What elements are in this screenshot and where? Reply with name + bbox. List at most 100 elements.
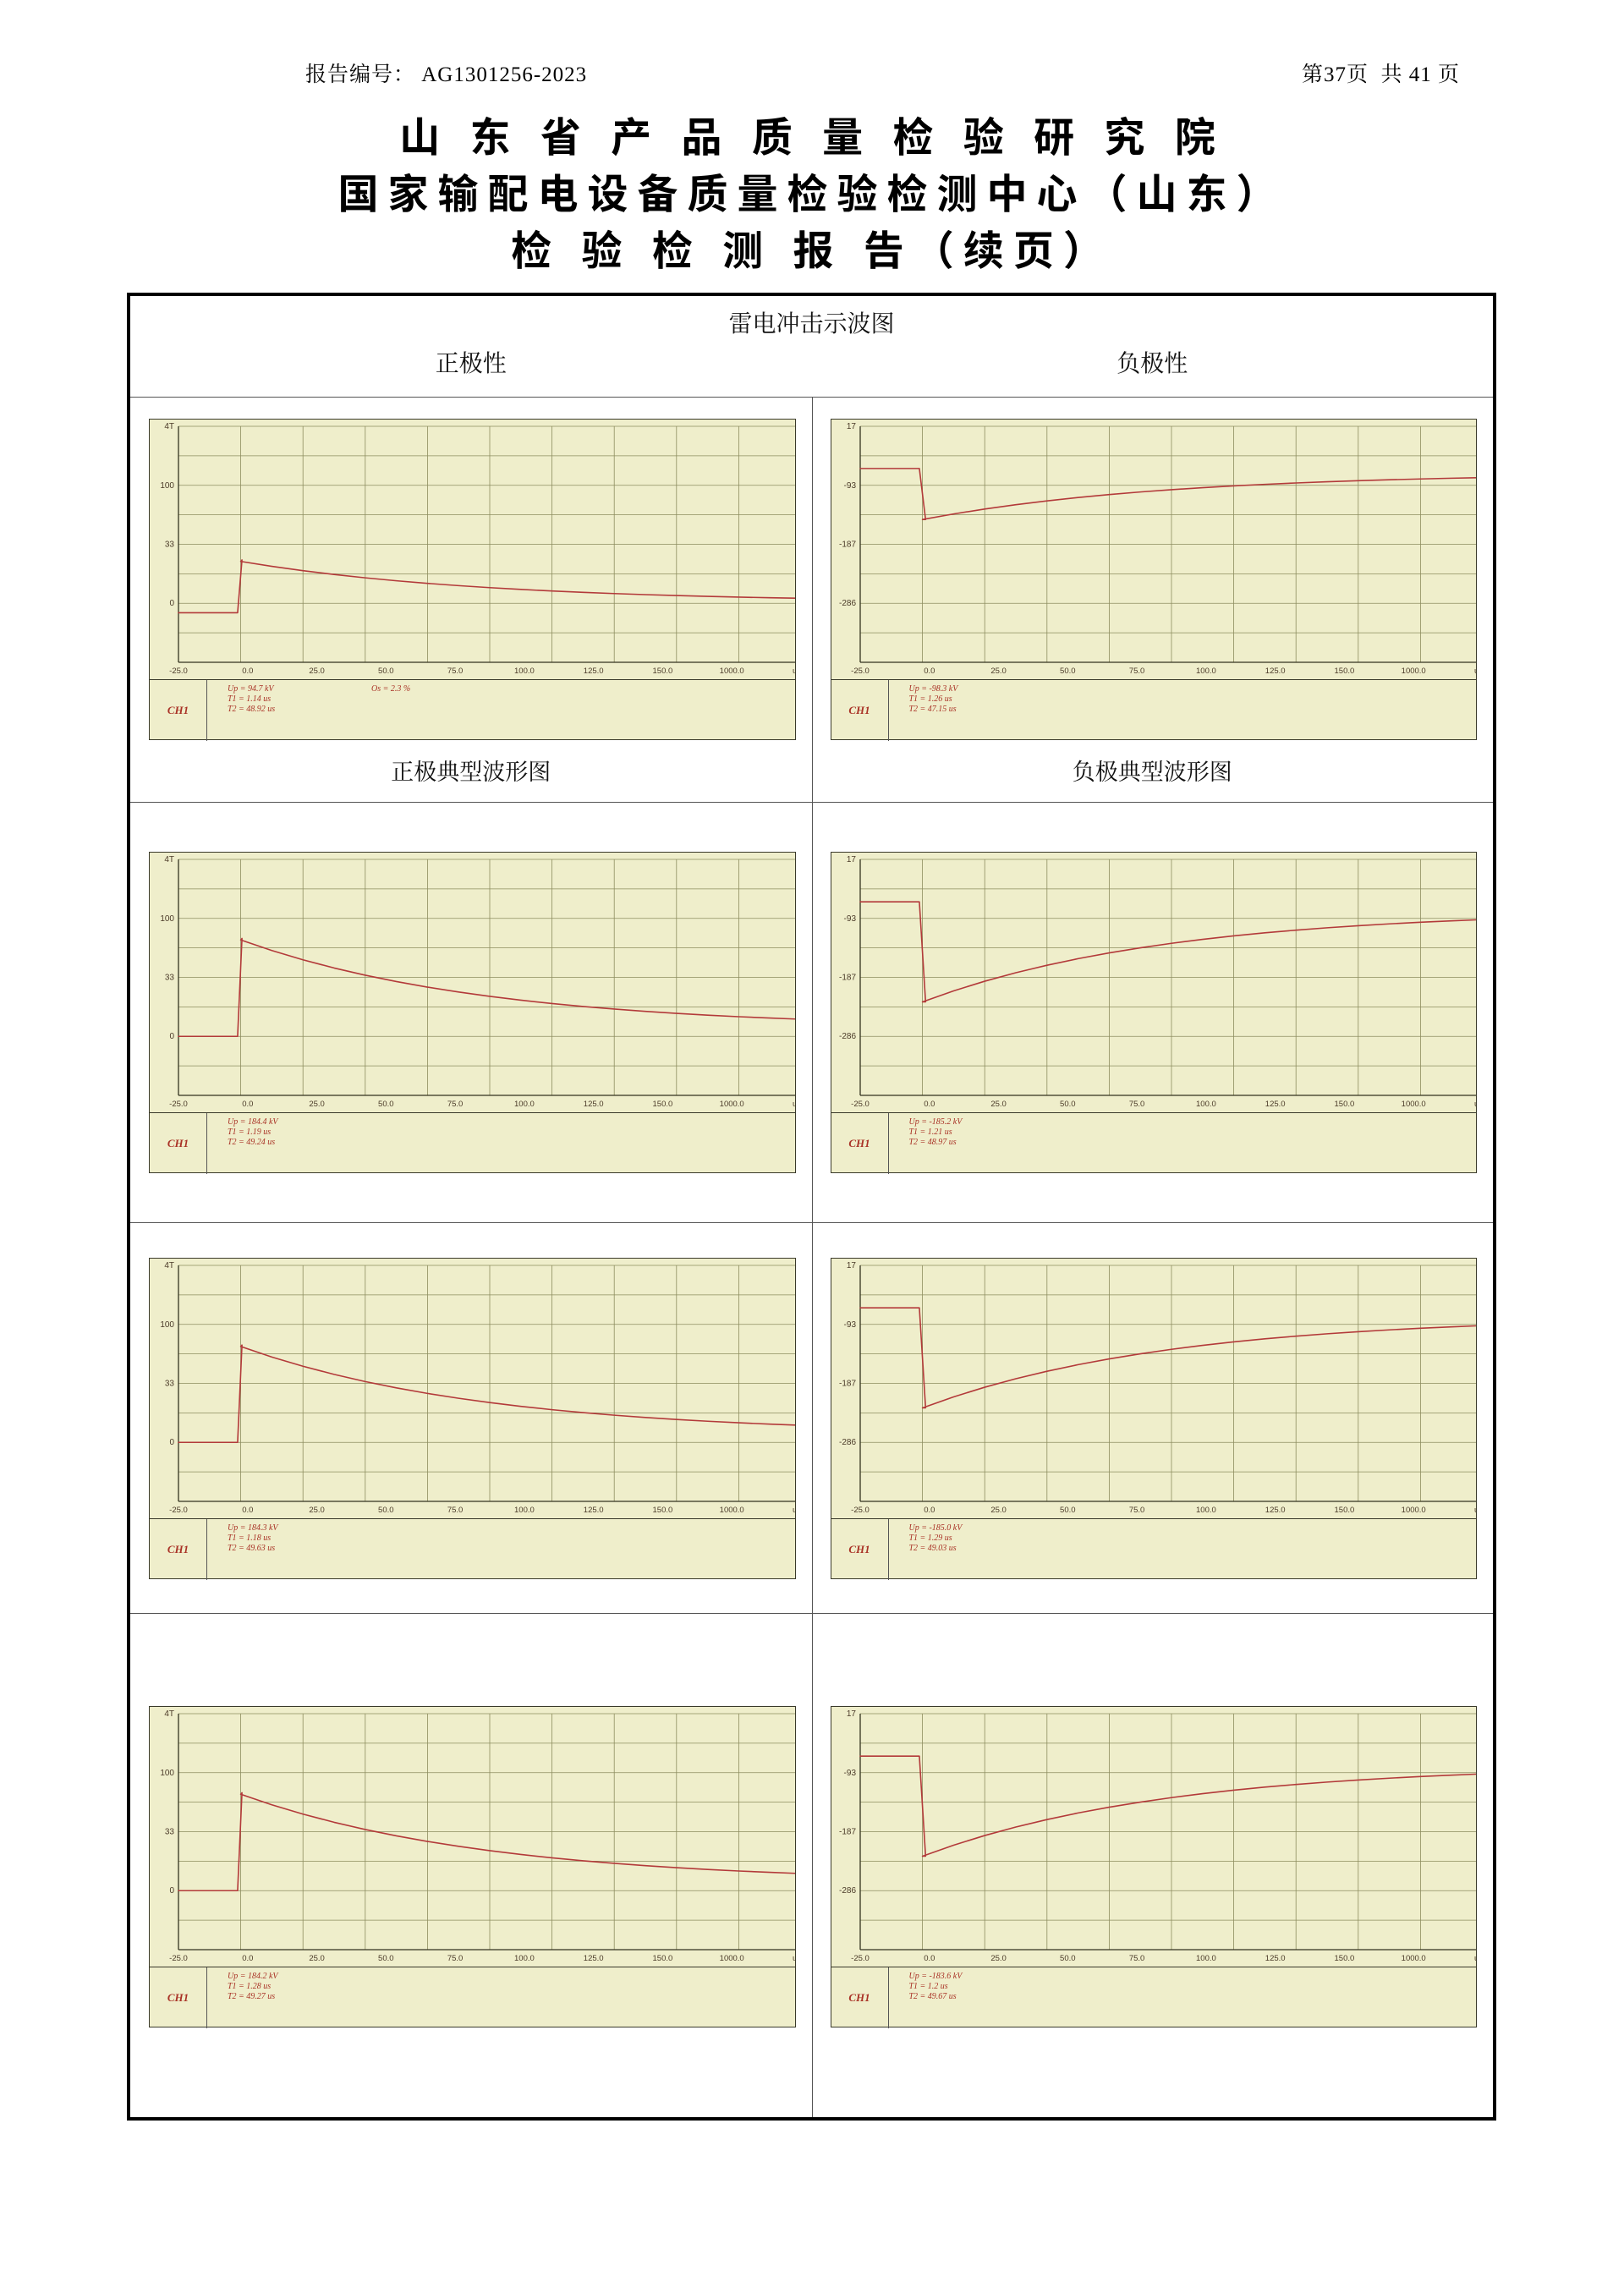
svg-text:50.0: 50.0 xyxy=(1060,667,1076,676)
svg-text:125.0: 125.0 xyxy=(584,1506,604,1515)
svg-text:25.0: 25.0 xyxy=(990,1954,1007,1963)
svg-text:33: 33 xyxy=(165,1380,175,1389)
svg-text:100: 100 xyxy=(160,914,174,924)
svg-text:75.0: 75.0 xyxy=(447,1506,464,1515)
svg-text:150.0: 150.0 xyxy=(653,667,673,676)
svg-text:150.0: 150.0 xyxy=(1334,1954,1354,1963)
svg-text:-25.0: -25.0 xyxy=(851,1506,870,1515)
svg-text:-25.0: -25.0 xyxy=(169,1954,188,1963)
svg-text:1000.0: 1000.0 xyxy=(1401,1506,1425,1515)
svg-text:25.0: 25.0 xyxy=(309,1954,325,1963)
svg-text:100.0: 100.0 xyxy=(514,1100,535,1109)
svg-text:1000.0: 1000.0 xyxy=(1401,1954,1425,1963)
svg-text:-187: -187 xyxy=(838,1380,855,1389)
svg-text:100: 100 xyxy=(160,481,174,491)
svg-text:125.0: 125.0 xyxy=(1265,667,1285,676)
svg-text:33: 33 xyxy=(165,974,175,983)
svg-text:50.0: 50.0 xyxy=(378,1506,394,1515)
svg-text:0.0: 0.0 xyxy=(242,1100,253,1109)
svg-text:us: us xyxy=(1473,1506,1476,1515)
svg-text:150.0: 150.0 xyxy=(653,1954,673,1963)
svg-text:us: us xyxy=(1473,1954,1476,1963)
svg-text:17: 17 xyxy=(846,422,856,431)
svg-text:17: 17 xyxy=(846,1261,856,1270)
svg-text:100.0: 100.0 xyxy=(1196,1100,1216,1109)
svg-text:us: us xyxy=(793,1100,795,1109)
svg-text:50.0: 50.0 xyxy=(1060,1954,1076,1963)
svg-text:1000.0: 1000.0 xyxy=(720,667,744,676)
svg-text:0.0: 0.0 xyxy=(924,667,935,676)
svg-text:1000.0: 1000.0 xyxy=(720,1100,744,1109)
svg-text:25.0: 25.0 xyxy=(990,667,1007,676)
svg-text:4T: 4T xyxy=(164,422,174,431)
svg-text:75.0: 75.0 xyxy=(447,667,464,676)
svg-text:0: 0 xyxy=(169,1886,174,1896)
svg-text:1000.0: 1000.0 xyxy=(720,1506,744,1515)
svg-text:25.0: 25.0 xyxy=(990,1506,1007,1515)
svg-text:75.0: 75.0 xyxy=(1128,1100,1144,1109)
svg-text:150.0: 150.0 xyxy=(1334,667,1354,676)
svg-text:100.0: 100.0 xyxy=(1196,1954,1216,1963)
svg-text:0.0: 0.0 xyxy=(242,1506,253,1515)
svg-text:25.0: 25.0 xyxy=(309,667,325,676)
svg-text:75.0: 75.0 xyxy=(1128,1506,1144,1515)
svg-text:-187: -187 xyxy=(838,1828,855,1837)
svg-text:4T: 4T xyxy=(164,855,174,864)
svg-text:4T: 4T xyxy=(164,1709,174,1719)
svg-text:75.0: 75.0 xyxy=(1128,1954,1144,1963)
svg-text:us: us xyxy=(1473,1100,1476,1109)
svg-text:us: us xyxy=(1473,667,1476,676)
svg-text:-25.0: -25.0 xyxy=(169,1506,188,1515)
svg-text:1000.0: 1000.0 xyxy=(1401,667,1425,676)
svg-text:17: 17 xyxy=(846,855,856,864)
svg-text:us: us xyxy=(793,667,795,676)
svg-text:1000.0: 1000.0 xyxy=(720,1954,744,1963)
svg-text:150.0: 150.0 xyxy=(1334,1100,1354,1109)
svg-text:us: us xyxy=(793,1506,795,1515)
svg-text:17: 17 xyxy=(846,1709,856,1719)
svg-text:25.0: 25.0 xyxy=(309,1506,325,1515)
svg-text:125.0: 125.0 xyxy=(1265,1100,1285,1109)
svg-text:0: 0 xyxy=(169,1438,174,1447)
svg-text:125.0: 125.0 xyxy=(584,1954,604,1963)
svg-text:-187: -187 xyxy=(838,974,855,983)
svg-text:0: 0 xyxy=(169,1032,174,1041)
svg-text:-25.0: -25.0 xyxy=(169,667,188,676)
svg-text:25.0: 25.0 xyxy=(990,1100,1007,1109)
svg-text:100.0: 100.0 xyxy=(1196,1506,1216,1515)
svg-text:150.0: 150.0 xyxy=(1334,1506,1354,1515)
svg-text:0.0: 0.0 xyxy=(924,1954,935,1963)
svg-text:50.0: 50.0 xyxy=(378,1100,394,1109)
svg-text:150.0: 150.0 xyxy=(653,1506,673,1515)
svg-text:100.0: 100.0 xyxy=(514,667,535,676)
svg-text:-93: -93 xyxy=(843,481,856,491)
svg-text:4T: 4T xyxy=(164,1261,174,1270)
svg-text:75.0: 75.0 xyxy=(447,1100,464,1109)
svg-text:50.0: 50.0 xyxy=(378,1954,394,1963)
svg-text:100.0: 100.0 xyxy=(514,1506,535,1515)
svg-text:-286: -286 xyxy=(838,1886,855,1896)
svg-text:us: us xyxy=(793,1954,795,1963)
svg-text:100: 100 xyxy=(160,1320,174,1330)
svg-text:-93: -93 xyxy=(843,914,856,924)
svg-text:0.0: 0.0 xyxy=(242,1954,253,1963)
svg-text:33: 33 xyxy=(165,1828,175,1837)
svg-text:-286: -286 xyxy=(838,1438,855,1447)
svg-text:0.0: 0.0 xyxy=(242,667,253,676)
svg-text:-187: -187 xyxy=(838,540,855,550)
svg-text:125.0: 125.0 xyxy=(1265,1506,1285,1515)
svg-text:25.0: 25.0 xyxy=(309,1100,325,1109)
svg-text:125.0: 125.0 xyxy=(1265,1954,1285,1963)
svg-text:-25.0: -25.0 xyxy=(851,1100,870,1109)
svg-text:0.0: 0.0 xyxy=(924,1100,935,1109)
svg-text:125.0: 125.0 xyxy=(584,667,604,676)
svg-text:0.0: 0.0 xyxy=(924,1506,935,1515)
svg-text:-93: -93 xyxy=(843,1769,856,1778)
svg-text:125.0: 125.0 xyxy=(584,1100,604,1109)
svg-text:150.0: 150.0 xyxy=(653,1100,673,1109)
svg-text:-25.0: -25.0 xyxy=(851,667,870,676)
svg-text:-25.0: -25.0 xyxy=(169,1100,188,1109)
svg-text:50.0: 50.0 xyxy=(1060,1506,1076,1515)
svg-text:100: 100 xyxy=(160,1769,174,1778)
svg-text:100.0: 100.0 xyxy=(1196,667,1216,676)
